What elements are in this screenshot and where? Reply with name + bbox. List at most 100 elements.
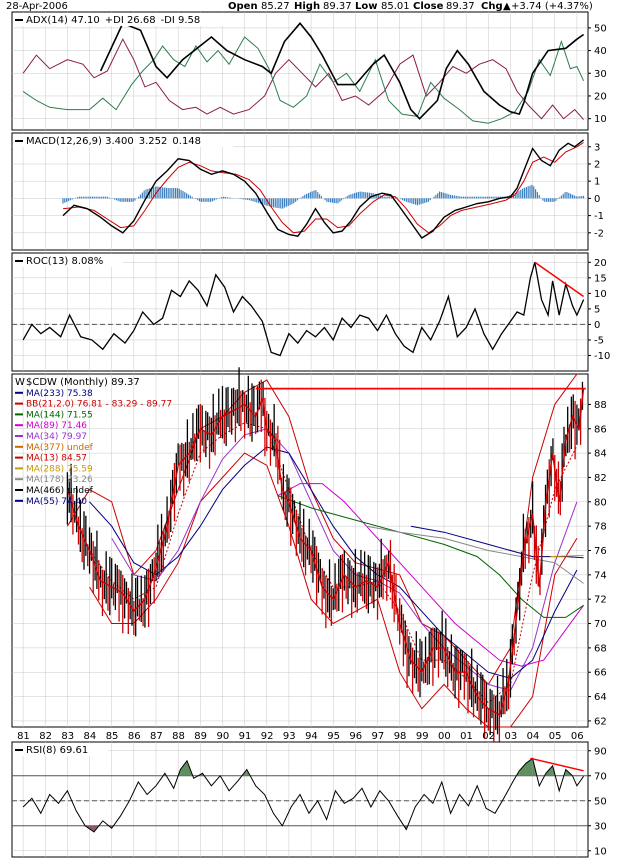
rsi-tick-label: 10	[594, 846, 607, 857]
macd-histogram-bar	[178, 188, 180, 199]
macd-histogram-bar	[163, 187, 166, 199]
macd-histogram-bar	[198, 198, 201, 202]
macd-histogram-bar	[304, 194, 306, 199]
macd-histogram-bar	[186, 193, 188, 199]
macd-histogram-bar	[106, 196, 108, 199]
macd-histogram-bar	[210, 198, 212, 202]
macd-histogram-bar	[457, 196, 459, 199]
adx-legend-text: +DI 26.68	[105, 15, 156, 26]
macd-histogram-bar	[577, 196, 579, 199]
macd-histogram-bar	[102, 196, 105, 199]
price-tick-label: 74	[594, 570, 607, 581]
macd-histogram-bar	[477, 196, 479, 199]
price-legend-text: MA(144) 71.55	[26, 410, 93, 420]
macd-histogram-bar	[459, 196, 461, 199]
macd-histogram-bar	[224, 197, 227, 199]
price-x-tick-label: 00	[438, 731, 451, 742]
roc-tick-label: 0	[594, 320, 600, 331]
price-x-tick-label: 84	[84, 731, 97, 742]
header-low-label: Low	[355, 1, 377, 12]
price-close-line	[66, 387, 585, 716]
macd-histogram-bar	[485, 196, 487, 199]
macd-histogram-bar	[315, 190, 317, 199]
macd-histogram-bar	[571, 194, 574, 199]
macd-histogram-bar	[97, 196, 99, 199]
roc-tick-label: -10	[594, 351, 610, 362]
macd-histogram-bar	[527, 186, 529, 199]
macd-histogram-bar	[570, 193, 572, 199]
macd-histogram-bar	[518, 190, 520, 199]
macd-histogram-bar	[494, 196, 496, 199]
macd-histogram-bar	[333, 198, 335, 204]
macd-histogram-bar	[189, 195, 191, 199]
roc-legend-bg	[13, 254, 123, 267]
price-x-tick-label: 83	[61, 731, 74, 742]
macd-histogram-bar	[101, 196, 103, 199]
macd-histogram-bar	[138, 196, 140, 199]
adx-series-line	[22, 36, 585, 124]
roc-series-line	[22, 262, 585, 357]
price-x-tick-label: 99	[416, 731, 429, 742]
macd-histogram-bar	[405, 198, 407, 202]
macd-histogram-bar	[104, 196, 107, 199]
price-tick-label: 66	[594, 668, 607, 679]
macd-histogram-bar	[555, 198, 557, 201]
macd-histogram-bar	[385, 196, 387, 199]
price-x-tick-label: 05	[549, 731, 562, 742]
header-open-label: Open	[228, 1, 258, 12]
macd-histogram-bar	[581, 196, 583, 199]
macd-histogram-bar	[472, 196, 474, 199]
adx-tick-label: 50	[594, 23, 607, 34]
macd-histogram-bar	[523, 187, 526, 199]
macd-histogram-bar	[553, 198, 555, 202]
roc-tick-label: 20	[594, 258, 607, 269]
macd-histogram-bar	[420, 198, 422, 205]
price-x-tick-label: 06	[571, 731, 584, 742]
price-legend-text: MA(13) 84.57	[26, 454, 87, 464]
macd-histogram-bar	[403, 198, 406, 201]
price-tick-label: 88	[594, 400, 607, 411]
macd-histogram-bar	[114, 198, 116, 200]
macd-histogram-bar	[568, 192, 570, 199]
adx-tick-label: 30	[594, 69, 607, 80]
header-chg-arrow: ▲	[503, 1, 511, 12]
rsi-frame	[11, 741, 589, 858]
macd-histogram-bar	[80, 196, 83, 199]
header-high-value: 89.37	[323, 1, 352, 12]
rsi-legend-bg	[13, 743, 108, 756]
macd-histogram-bar	[450, 194, 452, 199]
macd-histogram-bar	[531, 184, 533, 199]
macd-histogram-bar	[121, 198, 123, 202]
macd-histogram-bar	[169, 188, 171, 199]
macd-histogram-bar	[326, 198, 328, 202]
macd-histogram-bar	[355, 192, 358, 199]
macd-histogram-bar	[246, 198, 249, 200]
macd-histogram-bar	[165, 187, 167, 199]
rsi-overbought-fill	[519, 763, 526, 776]
macd-histogram-bar	[300, 197, 302, 199]
macd-histogram-bar	[560, 195, 563, 199]
macd-histogram-bar	[348, 194, 350, 199]
header-low-value: 85.01	[381, 1, 410, 12]
macd-tick-label: -2	[594, 228, 604, 239]
price-legend-text: MA(89) 71.46	[26, 421, 87, 431]
macd-histogram-bar	[93, 196, 95, 199]
macd-histogram-bar	[486, 196, 489, 199]
roc-tick-label: -5	[594, 335, 604, 346]
price-legend-title: $CDW (Monthly) 89.37	[26, 377, 140, 388]
price-x-tick-label: 04	[527, 731, 540, 742]
header-high-label: High	[294, 1, 320, 12]
macd-histogram-bar	[289, 198, 291, 206]
macd-histogram-bar	[409, 198, 411, 203]
adx-legend-text: ADX(14) 47.10	[26, 15, 100, 26]
price-ma-line	[66, 373, 578, 686]
price-legend-text: BB(21,2.0) 76.81 - 83.29 - 89.77	[26, 400, 172, 410]
price-legend-text: MA(34) 79.97	[26, 432, 87, 442]
price-tick-label: 64	[594, 692, 607, 703]
macd-tick-label: 2	[594, 159, 600, 170]
macd-histogram-bar	[381, 196, 383, 199]
macd-histogram-bar	[516, 191, 518, 199]
macd-histogram-bar	[117, 198, 119, 201]
macd-tick-label: 3	[594, 142, 600, 153]
price-x-tick-label: 91	[239, 731, 252, 742]
